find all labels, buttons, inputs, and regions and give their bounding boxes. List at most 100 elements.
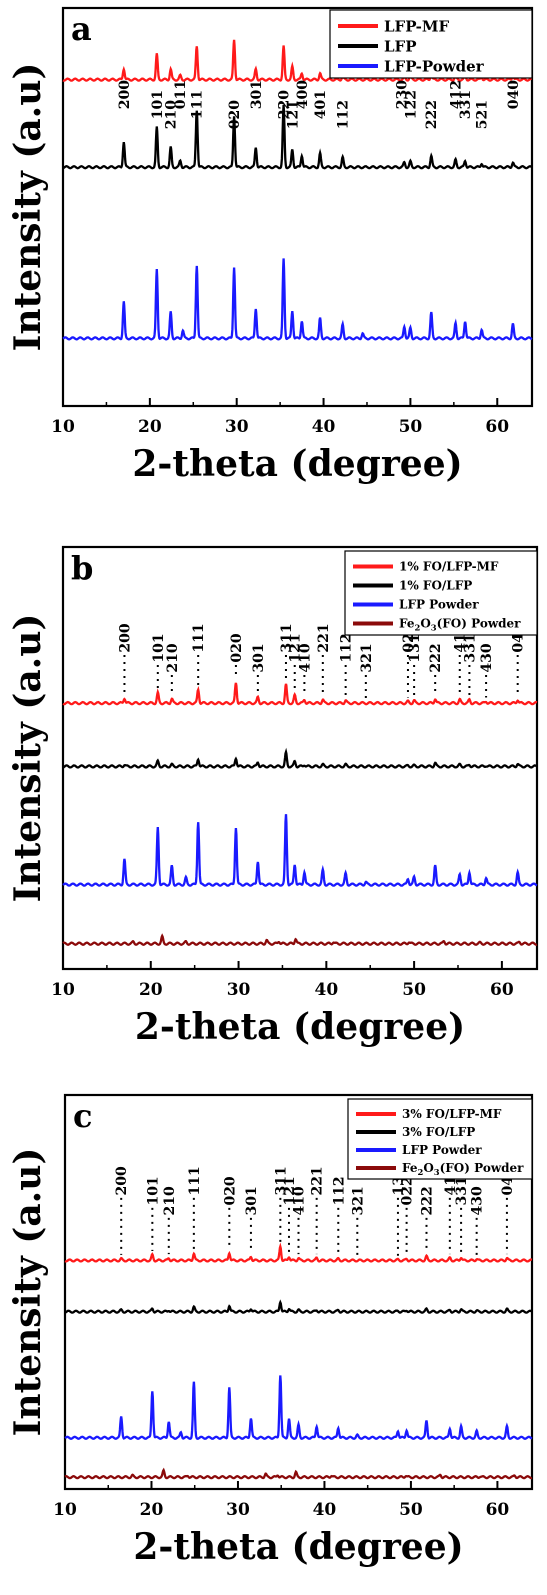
peak-label: 200 — [117, 623, 133, 652]
peak-label: 410 — [292, 1186, 308, 1215]
series-line — [64, 1467, 533, 1480]
x-tick-label: 50 — [399, 417, 423, 437]
x-tick-label: 40 — [314, 980, 338, 1000]
peak-label: 321 — [359, 643, 375, 672]
peak-label: 430 — [470, 1186, 486, 1215]
xrd-panel-a: 10 20 30 40 50 60 2-theta (degree) Intensity (a… — [7, 6, 534, 485]
legend-label: 1% FO/LFP — [399, 579, 472, 593]
peak-label: 222 — [419, 1186, 435, 1215]
x-tick-label: 60 — [486, 1500, 510, 1520]
x-tick-label: 30 — [225, 417, 249, 437]
legend-label: 3% FO/LFP — [402, 1125, 475, 1139]
x-tick-label: 40 — [312, 417, 336, 437]
peak-label: 020 — [227, 100, 243, 129]
peak-label: 121 — [288, 633, 304, 662]
x-tick-label: 50 — [402, 980, 426, 1000]
peak-label: 210 — [164, 100, 180, 129]
legend-label: LFP-Powder — [384, 57, 485, 75]
x-tick-label: 20 — [140, 1500, 164, 1520]
legend-label: Fe2O3(FO) Powder — [402, 1161, 524, 1177]
peak-label: 112 — [339, 633, 355, 662]
peak-label: 040 — [506, 80, 522, 109]
peak-label: 200 — [117, 80, 133, 109]
peak-label: 020 — [222, 1176, 238, 1205]
legend-label: Fe2O3(FO) Powder — [399, 617, 521, 633]
series-line — [62, 682, 538, 706]
peak-label: 112 — [336, 100, 352, 129]
series-line — [62, 933, 538, 946]
plot-frame — [63, 1093, 534, 1491]
series-line — [62, 39, 533, 82]
legend-label: LFP — [384, 37, 416, 55]
peak-label: 222 — [428, 643, 444, 672]
legend-label: 3% FO/LFP-MF — [402, 1107, 502, 1121]
y-axis-label: Intensity (a.u) — [7, 1148, 49, 1437]
x-tick-label: 60 — [485, 417, 509, 437]
x-axis-label: 2-theta (degree) — [132, 443, 462, 485]
peak-label: 311 — [273, 1166, 289, 1195]
peak-label: 101 — [151, 633, 167, 662]
peak-label: 301 — [244, 1186, 260, 1215]
peak-label: 230 — [395, 80, 411, 109]
peak-label: 020 — [229, 633, 245, 662]
series-line — [64, 1375, 533, 1440]
x-tick-label: 10 — [51, 980, 75, 1000]
series-line — [62, 258, 533, 341]
peak-label: 200 — [114, 1166, 130, 1195]
series-line — [62, 747, 538, 769]
series-line — [64, 1299, 533, 1314]
x-tick-label: 50 — [399, 1500, 423, 1520]
peak-label: 121 — [282, 1176, 298, 1205]
peak-label: 011 — [173, 80, 189, 109]
peak-label: 331 — [454, 1176, 470, 1205]
peak-label: 221 — [310, 1166, 326, 1195]
peak-label: 401 — [313, 90, 329, 119]
legend-label: 1% FO/LFP-MF — [399, 560, 499, 574]
peak-label: 400 — [295, 80, 311, 109]
peak-label: 111 — [191, 623, 207, 652]
panel-label: a — [71, 10, 92, 48]
peak-label: 210 — [162, 1186, 178, 1215]
peak-label: 210 — [165, 643, 181, 672]
legend-label: LFP Powder — [399, 598, 479, 612]
peak-label: 022 — [400, 1176, 416, 1205]
series-line — [62, 814, 538, 887]
peak-label: 311 — [279, 623, 295, 652]
x-axis-label: 2-theta (degree) — [133, 1526, 463, 1568]
y-axis-label: Intensity (a.u) — [7, 614, 49, 903]
x-tick-label: 40 — [313, 1500, 337, 1520]
panel-label: b — [71, 549, 93, 587]
series-line — [62, 104, 533, 170]
peak-label: 131 — [407, 633, 423, 662]
series-line — [64, 1242, 533, 1263]
peak-label: 221 — [316, 623, 332, 652]
x-tick-label: 20 — [138, 417, 162, 437]
x-tick-label: 10 — [51, 417, 75, 437]
legend-label: LFP Powder — [402, 1143, 482, 1157]
peak-label: 410 — [297, 643, 313, 672]
peak-label: 331 — [462, 633, 478, 662]
y-axis-label: Intensity (a.u) — [7, 63, 49, 352]
peak-label: 111 — [190, 90, 206, 119]
x-tick-label: 30 — [227, 980, 251, 1000]
peak-label: 112 — [331, 1176, 347, 1205]
peak-label: 111 — [187, 1166, 203, 1195]
peak-label: 122 — [403, 90, 419, 119]
peak-label: 301 — [251, 643, 267, 672]
peak-label: 101 — [145, 1176, 161, 1205]
x-tick-label: 30 — [226, 1500, 250, 1520]
xrd-panel-c: 10 20 30 40 50 60 2-theta (degree) Intensity (a… — [7, 1093, 534, 1568]
peak-label: 301 — [249, 80, 265, 109]
x-axis-label: 2-theta (degree) — [135, 1006, 465, 1048]
peak-label: 412 — [449, 80, 465, 109]
x-tick-label: 20 — [139, 980, 163, 1000]
plot-frame — [61, 545, 539, 971]
peak-label: 222 — [424, 100, 440, 129]
peak-label: 220 — [277, 90, 293, 119]
plot-frame — [61, 6, 534, 408]
peak-label: 321 — [350, 1186, 366, 1215]
x-tick-label: 10 — [53, 1500, 77, 1520]
peak-label: 101 — [150, 90, 166, 119]
legend-label: LFP-MF — [384, 17, 449, 35]
